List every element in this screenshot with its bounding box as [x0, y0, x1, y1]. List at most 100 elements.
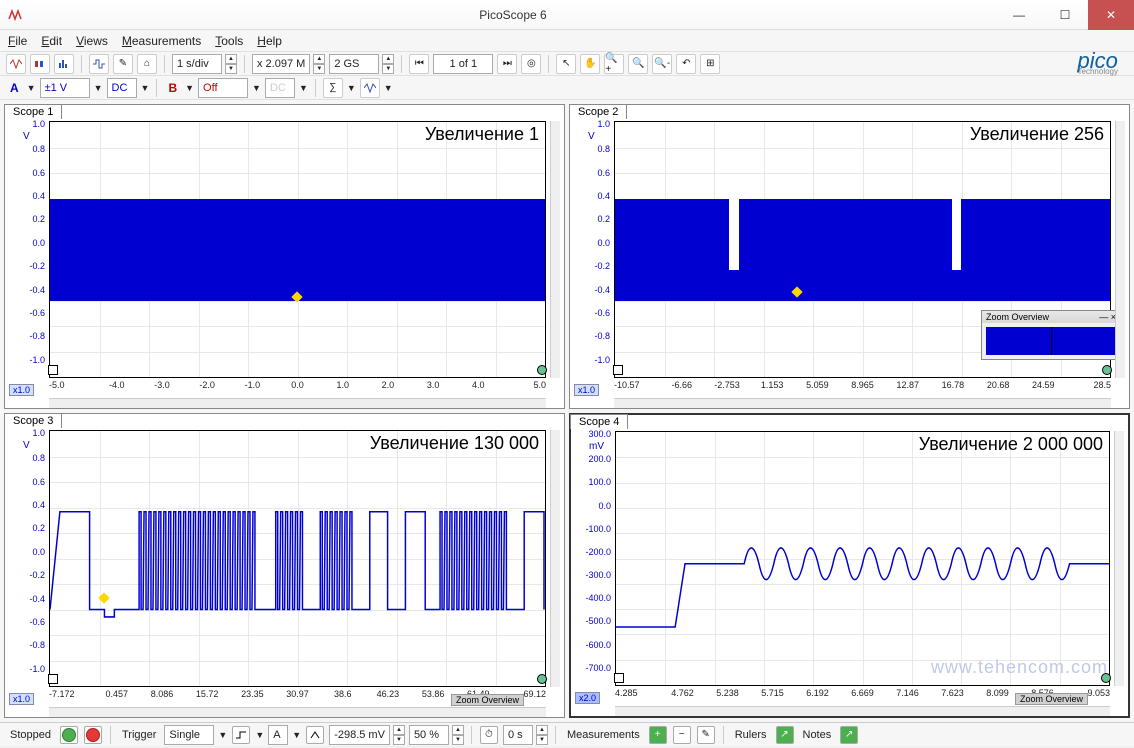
- persistence-mode-icon[interactable]: [30, 54, 50, 74]
- zoom-area-icon[interactable]: 🔍: [628, 54, 648, 74]
- ruler-handle-left[interactable]: [613, 365, 623, 375]
- trigger-pos-spinner[interactable]: ▲▼: [452, 725, 464, 745]
- ruler-handle-right[interactable]: [537, 674, 547, 684]
- v-scrollbar[interactable]: [1115, 121, 1125, 378]
- scope-tab[interactable]: Scope 1: [4, 104, 62, 119]
- y-axis: 1.0V0.80.60.40.20.0-0.2-0.4-0.6-0.8-1.0: [11, 121, 45, 378]
- zoom-badge[interactable]: x1.0: [9, 384, 34, 396]
- scope-view-4[interactable]: Scope 4300.0mV200.0100.00.0-100.0-200.0-…: [569, 413, 1130, 718]
- undo-zoom-icon[interactable]: ↶: [676, 54, 696, 74]
- menu-tools[interactable]: Tools: [215, 34, 243, 48]
- zoom-badge[interactable]: x2.0: [575, 692, 600, 704]
- zoom-overview-tab[interactable]: Zoom Overview: [1015, 693, 1088, 705]
- plot-area[interactable]: Увеличение 130 000: [49, 430, 546, 687]
- remove-measurement-button[interactable]: −: [673, 726, 691, 744]
- trigger-level[interactable]: -298.5 mV: [329, 725, 390, 745]
- scope-view-2[interactable]: Scope 21.0V0.80.60.40.20.0-0.2-0.4-0.6-0…: [569, 104, 1130, 409]
- ruler-handle-left[interactable]: [614, 673, 624, 683]
- plot-area[interactable]: Увеличение 2 000 000: [615, 431, 1110, 686]
- zoom-fit-icon[interactable]: ⊞: [700, 54, 720, 74]
- scope-view-1[interactable]: Scope 1 1.0V0.80.60.40.20.0-0.2-0.4-0.6-0…: [4, 104, 565, 409]
- run-button[interactable]: [60, 726, 78, 744]
- zoom-badge[interactable]: x1.0: [574, 384, 599, 396]
- scope-tab[interactable]: Scope 4: [570, 414, 628, 429]
- rulers-label: Rulers: [731, 729, 771, 741]
- memory-select[interactable]: 2 GS: [329, 54, 379, 74]
- zoom-overview-tab[interactable]: Zoom Overview: [451, 694, 524, 706]
- h-scrollbar[interactable]: [614, 398, 1111, 408]
- trigger-level-spinner[interactable]: ▲▼: [393, 725, 405, 745]
- channel-a-label[interactable]: A: [6, 81, 23, 95]
- trigger-slope-icon[interactable]: [306, 726, 324, 744]
- wand-icon[interactable]: ✎: [113, 54, 133, 74]
- trigger-delay[interactable]: 0 s: [503, 725, 533, 745]
- scope-tab[interactable]: Scope 2: [569, 104, 627, 119]
- target-icon[interactable]: ◎: [521, 54, 541, 74]
- menu-edit[interactable]: Edit: [41, 34, 62, 48]
- page-first-icon[interactable]: ⏮: [409, 54, 429, 74]
- spectrum-mode-icon[interactable]: [54, 54, 74, 74]
- channel-a-coupling[interactable]: DC: [107, 78, 137, 98]
- edit-measurement-button[interactable]: ✎: [697, 726, 715, 744]
- trigger-edge-icon[interactable]: [232, 726, 250, 744]
- maximize-button[interactable]: ☐: [1042, 0, 1088, 30]
- menu-help[interactable]: Help: [257, 34, 282, 48]
- rulers-button[interactable]: ↗: [776, 726, 794, 744]
- ruler-handle-left[interactable]: [48, 674, 58, 684]
- samples-select[interactable]: x 2.097 M: [252, 54, 310, 74]
- page-last-icon[interactable]: ⏭: [497, 54, 517, 74]
- menu-bar: File Edit Views Measurements Tools Help: [0, 30, 1134, 52]
- minimize-icon[interactable]: —: [1099, 312, 1108, 322]
- h-scrollbar[interactable]: [615, 706, 1110, 716]
- zoom-in-icon[interactable]: 🔍+: [604, 54, 624, 74]
- window-title: PicoScope 6: [30, 8, 996, 22]
- pointer-icon[interactable]: ↖: [556, 54, 576, 74]
- signal-gen-icon[interactable]: [89, 54, 109, 74]
- minimize-button[interactable]: —: [996, 0, 1042, 30]
- ruler-handle-right[interactable]: [1102, 365, 1112, 375]
- delay-spinner[interactable]: ▲▼: [536, 725, 548, 745]
- channel-b-label[interactable]: B: [164, 81, 181, 95]
- ruler-handle-right[interactable]: [1101, 673, 1111, 683]
- plot-area[interactable]: Увеличение 1: [49, 121, 546, 378]
- scope-tab[interactable]: Scope 3: [4, 413, 62, 428]
- zoom-overview-panel[interactable]: Zoom Overview— ×: [981, 310, 1121, 360]
- memory-spinner[interactable]: ▲▼: [382, 54, 394, 74]
- channel-a-range[interactable]: ±1 V: [40, 78, 90, 98]
- status-bar: Stopped Trigger Single▼ ▼ A▼ -298.5 mV ▲…: [0, 722, 1134, 746]
- delay-icon[interactable]: ⏱: [480, 726, 498, 744]
- v-scrollbar[interactable]: [1114, 431, 1124, 686]
- zoom-out-icon[interactable]: 🔍-: [652, 54, 672, 74]
- zoom-badge[interactable]: x1.0: [9, 693, 34, 705]
- timebase-spinner[interactable]: ▲▼: [225, 54, 237, 74]
- ref-waveform-icon[interactable]: [360, 78, 380, 98]
- channel-b-coupling[interactable]: DC: [265, 78, 295, 98]
- ruler-handle-right[interactable]: [537, 365, 547, 375]
- app-icon: [8, 7, 24, 23]
- samples-spinner[interactable]: ▲▼: [313, 54, 325, 74]
- home-icon[interactable]: ⌂: [137, 54, 157, 74]
- v-scrollbar[interactable]: [550, 430, 560, 687]
- stop-button[interactable]: [84, 726, 102, 744]
- toolbar-main: ✎ ⌂ 1 s/div ▲▼ x 2.097 M ▲▼ 2 GS ▲▼ ⏮ 1 …: [0, 52, 1134, 76]
- trigger-mode[interactable]: Single: [164, 725, 214, 745]
- hand-icon[interactable]: ✋: [580, 54, 600, 74]
- menu-file[interactable]: File: [8, 34, 27, 48]
- menu-measurements[interactable]: Measurements: [122, 34, 201, 48]
- channel-b-range[interactable]: Off: [198, 78, 248, 98]
- scope-view-3[interactable]: Scope 31.0V0.80.60.40.20.0-0.2-0.4-0.6-0…: [4, 413, 565, 718]
- h-scrollbar[interactable]: [49, 398, 546, 408]
- waveform: [615, 199, 1110, 301]
- math-channel-icon[interactable]: ∑: [323, 78, 343, 98]
- notes-button[interactable]: ↗: [840, 726, 858, 744]
- scope-mode-icon[interactable]: [6, 54, 26, 74]
- timebase-select[interactable]: 1 s/div: [172, 54, 222, 74]
- trigger-position[interactable]: 50 %: [409, 725, 449, 745]
- h-scrollbar[interactable]: [49, 707, 546, 717]
- add-measurement-button[interactable]: +: [649, 726, 667, 744]
- v-scrollbar[interactable]: [550, 121, 560, 378]
- menu-views[interactable]: Views: [76, 34, 108, 48]
- trigger-channel[interactable]: A: [268, 725, 288, 745]
- close-button[interactable]: ✕: [1088, 0, 1134, 30]
- ruler-handle-left[interactable]: [48, 365, 58, 375]
